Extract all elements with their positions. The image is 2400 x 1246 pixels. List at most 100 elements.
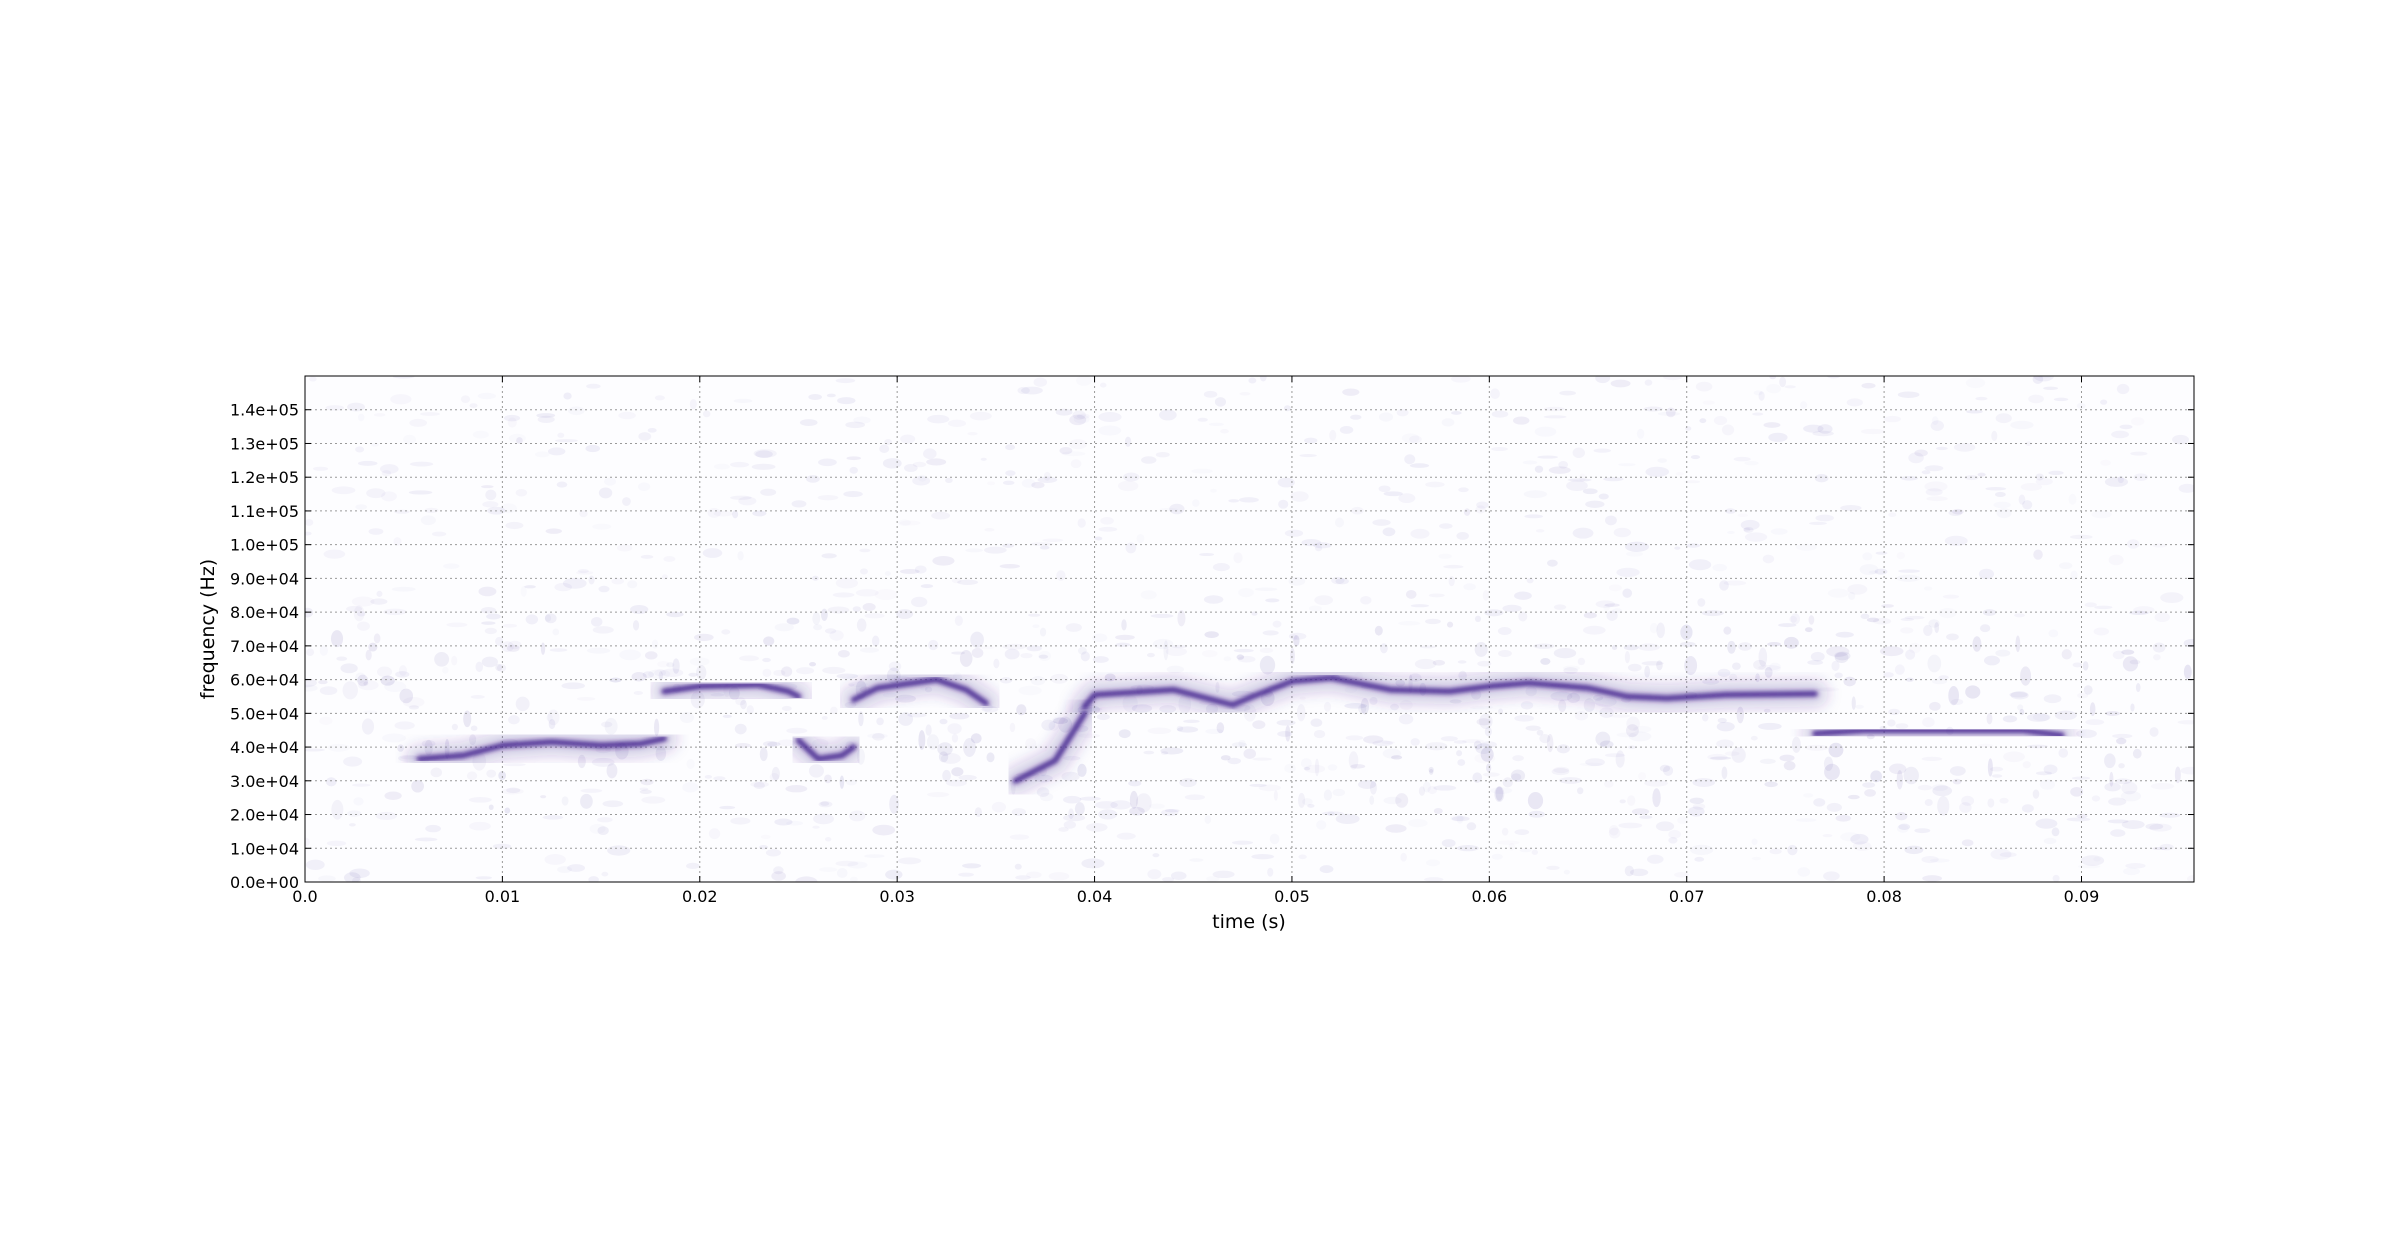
noise-speck <box>1762 554 1775 564</box>
noise-speck <box>375 811 398 820</box>
noise-speck <box>1846 398 1863 407</box>
noise-speck <box>1991 430 1998 442</box>
noise-speck <box>1932 678 1947 684</box>
noise-speck <box>1298 854 1307 860</box>
noise-speck <box>2018 494 2026 505</box>
noise-speck <box>557 432 565 438</box>
noise-speck <box>1360 595 1372 605</box>
noise-speck <box>1480 747 1494 762</box>
noise-speck <box>1610 379 1631 388</box>
noise-speck <box>2071 776 2091 780</box>
noise-speck <box>999 677 1013 684</box>
noise-speck <box>1595 376 1611 384</box>
noise-speck <box>1767 641 1781 647</box>
noise-speck <box>1277 730 1293 737</box>
noise-speck <box>1898 823 1911 830</box>
noise-speck <box>1999 797 2009 804</box>
noise-speck <box>1104 673 1116 682</box>
noise-speck <box>2003 751 2025 762</box>
noise-speck <box>1537 455 1558 459</box>
noise-speck <box>2021 804 2034 813</box>
noise-speck <box>1810 651 1825 662</box>
noise-speck <box>1577 787 1584 795</box>
noise-speck <box>2107 819 2129 824</box>
noise-speck <box>1543 415 1567 419</box>
noise-speck <box>920 584 934 589</box>
noise-speck <box>495 636 504 646</box>
noise-speck <box>963 738 976 757</box>
noise-speck <box>1428 766 1434 773</box>
noise-speck <box>1203 595 1224 604</box>
noise-speck <box>1690 454 1701 460</box>
noise-speck <box>1638 643 1660 651</box>
noise-speck <box>1926 496 1947 501</box>
noise-speck <box>1233 648 1254 653</box>
noise-speck <box>2130 451 2148 456</box>
noise-speck <box>549 648 568 652</box>
noise-speck <box>1663 376 1683 381</box>
noise-speck <box>1796 818 1817 822</box>
noise-speck <box>1755 673 1760 683</box>
noise-speck <box>1456 750 1463 757</box>
noise-speck <box>1490 388 1500 400</box>
noise-speck <box>730 817 751 825</box>
y-tick-label: 3.0e+04 <box>230 772 299 791</box>
noise-speck <box>1701 610 1724 617</box>
noise-speck <box>1439 523 1453 529</box>
noise-speck <box>376 666 393 678</box>
noise-speck <box>806 475 820 483</box>
noise-speck <box>1828 588 1849 597</box>
noise-speck <box>1535 427 1557 437</box>
noise-speck <box>1815 514 1834 522</box>
noise-speck <box>1345 735 1364 741</box>
noise-speck <box>1323 789 1333 801</box>
noise-speck <box>1599 707 1614 718</box>
noise-speck <box>2100 399 2108 405</box>
noise-speck <box>485 489 497 501</box>
noise-speck <box>2135 683 2141 693</box>
noise-speck <box>912 461 927 468</box>
noise-speck <box>1290 647 1295 664</box>
noise-speck <box>1475 743 1492 754</box>
noise-speck <box>421 515 436 525</box>
noise-speck <box>1495 786 1504 801</box>
noise-speck <box>540 795 547 799</box>
noise-speck <box>361 718 375 735</box>
noise-speck <box>1644 379 1653 386</box>
noise-speck <box>2121 781 2138 795</box>
noise-speck <box>2129 659 2141 665</box>
noise-speck <box>1372 519 1391 526</box>
noise-speck <box>1826 802 1842 812</box>
noise-speck <box>1038 654 1049 659</box>
noise-speck <box>1116 832 1136 840</box>
y-tick-label: 4.0e+04 <box>230 738 299 757</box>
noise-speck <box>370 598 388 605</box>
y-tick-label: 2.0e+04 <box>230 806 299 825</box>
noise-speck <box>1618 463 1635 466</box>
noise-speck <box>355 504 367 510</box>
noise-speck <box>1676 472 1684 476</box>
noise-speck <box>722 714 732 718</box>
noise-speck <box>486 769 497 778</box>
noise-speck <box>2059 562 2072 569</box>
noise-speck <box>394 509 410 514</box>
noise-speck <box>495 663 503 671</box>
noise-speck <box>2104 753 2116 769</box>
noise-speck <box>641 796 666 804</box>
noise-speck <box>1065 623 1082 632</box>
noise-speck <box>1923 624 1933 637</box>
noise-speck <box>1959 802 1972 813</box>
noise-speck <box>1092 656 1109 663</box>
noise-speck <box>885 571 891 576</box>
noise-speck <box>2023 761 2031 768</box>
noise-speck <box>1360 698 1370 715</box>
noise-speck <box>1645 466 1670 477</box>
noise-speck <box>1723 626 1732 635</box>
noise-speck <box>771 871 786 881</box>
noise-speck <box>2177 720 2194 725</box>
noise-speck <box>693 633 714 642</box>
noise-speck <box>2109 771 2114 787</box>
noise-speck <box>1656 660 1663 671</box>
noise-speck <box>824 837 832 842</box>
